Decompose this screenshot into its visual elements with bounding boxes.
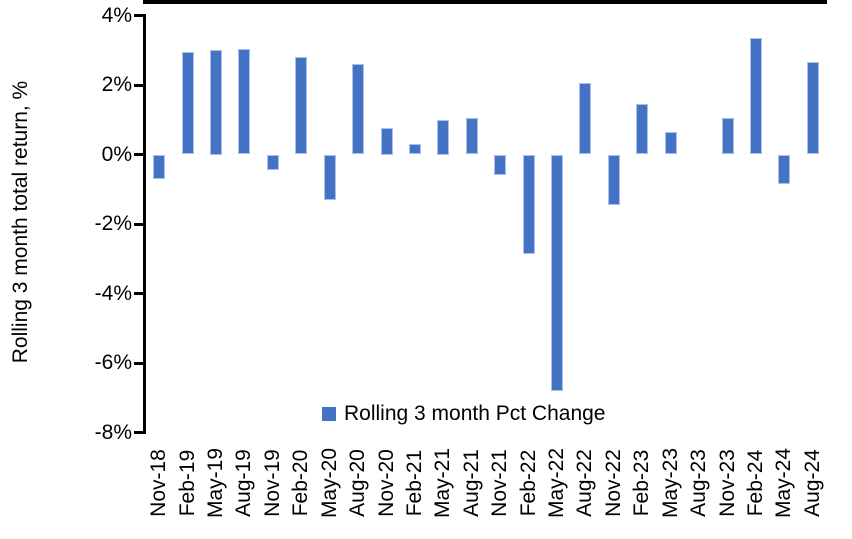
y-tick-label: -8% — [94, 420, 132, 444]
bar-Nov-18 — [153, 154, 166, 179]
bar-Feb-19 — [181, 51, 194, 155]
bar-May-21 — [437, 119, 450, 155]
y-tick — [134, 292, 144, 295]
bar-Aug-20 — [352, 64, 365, 155]
y-tick — [134, 361, 144, 365]
x-tick-label: May-24 — [772, 447, 796, 519]
bar-Feb-24 — [749, 38, 762, 155]
x-tick-label: Nov-23 — [715, 449, 739, 517]
y-tick — [134, 222, 144, 226]
x-tick-label: Feb-23 — [630, 449, 654, 517]
x-tick-label: May-20 — [317, 447, 341, 519]
bar-May-22 — [551, 154, 564, 391]
x-tick-label: Aug-20 — [346, 449, 370, 517]
x-tick-label: Feb-21 — [402, 449, 426, 517]
bar-May-23 — [664, 131, 677, 155]
bar-Aug-22 — [579, 83, 592, 155]
x-tick-label: Aug-24 — [800, 449, 824, 517]
x-tick-label: May-22 — [545, 447, 569, 519]
x-tick-label: Nov-19 — [260, 449, 284, 517]
bar-Nov-20 — [380, 128, 393, 155]
bar-Nov-19 — [266, 154, 279, 171]
bar-Feb-22 — [522, 154, 535, 254]
y-tick — [134, 431, 144, 434]
bar-Aug-21 — [465, 118, 478, 155]
y-tick-label: 2% — [101, 73, 132, 96]
bar-Nov-21 — [494, 154, 507, 176]
legend-swatch-icon — [322, 407, 336, 421]
x-tick-label: Nov-22 — [601, 449, 625, 517]
x-tick-label: Aug-21 — [459, 449, 483, 517]
zero-baseline — [143, 0, 827, 4]
y-axis-line — [143, 14, 146, 434]
y-tick — [134, 83, 144, 87]
x-tick-label: Aug-22 — [573, 449, 597, 517]
y-tick-label: 4% — [101, 3, 132, 27]
x-tick-label: Feb-19 — [175, 449, 199, 517]
x-tick-label: Feb-20 — [289, 449, 313, 517]
x-tick-label: May-21 — [431, 447, 455, 519]
legend-label: Rolling 3 month Pct Change — [344, 402, 606, 425]
bar-Aug-19 — [238, 48, 251, 155]
y-tick-label: -6% — [94, 351, 132, 374]
x-tick-label: Feb-22 — [516, 449, 540, 517]
bar-May-20 — [323, 154, 336, 200]
y-tick — [134, 153, 144, 156]
bar-Feb-20 — [295, 57, 308, 155]
x-tick-label: Nov-20 — [374, 449, 398, 517]
bar-May-24 — [778, 154, 791, 185]
x-tick-label: Feb-24 — [743, 449, 767, 517]
legend: Rolling 3 month Pct Change — [322, 402, 606, 426]
y-tick-label: -4% — [94, 281, 132, 305]
x-tick-label: Nov-18 — [147, 449, 171, 517]
bar-May-19 — [210, 50, 223, 155]
bar-Nov-22 — [607, 154, 620, 205]
x-tick-label: Aug-19 — [232, 449, 256, 517]
x-tick-label: May-19 — [204, 447, 228, 519]
x-tick-label: Aug-23 — [687, 449, 711, 517]
x-tick-label: Nov-21 — [488, 449, 512, 517]
bar-Nov-23 — [721, 118, 734, 155]
bar-Aug-24 — [806, 62, 819, 155]
y-tick-label: -2% — [94, 212, 132, 235]
y-tick — [134, 14, 144, 17]
x-tick-label: May-23 — [658, 447, 682, 519]
bar-Feb-23 — [636, 104, 649, 155]
bar-Feb-21 — [408, 144, 421, 155]
y-tick-label: 0% — [101, 142, 132, 166]
